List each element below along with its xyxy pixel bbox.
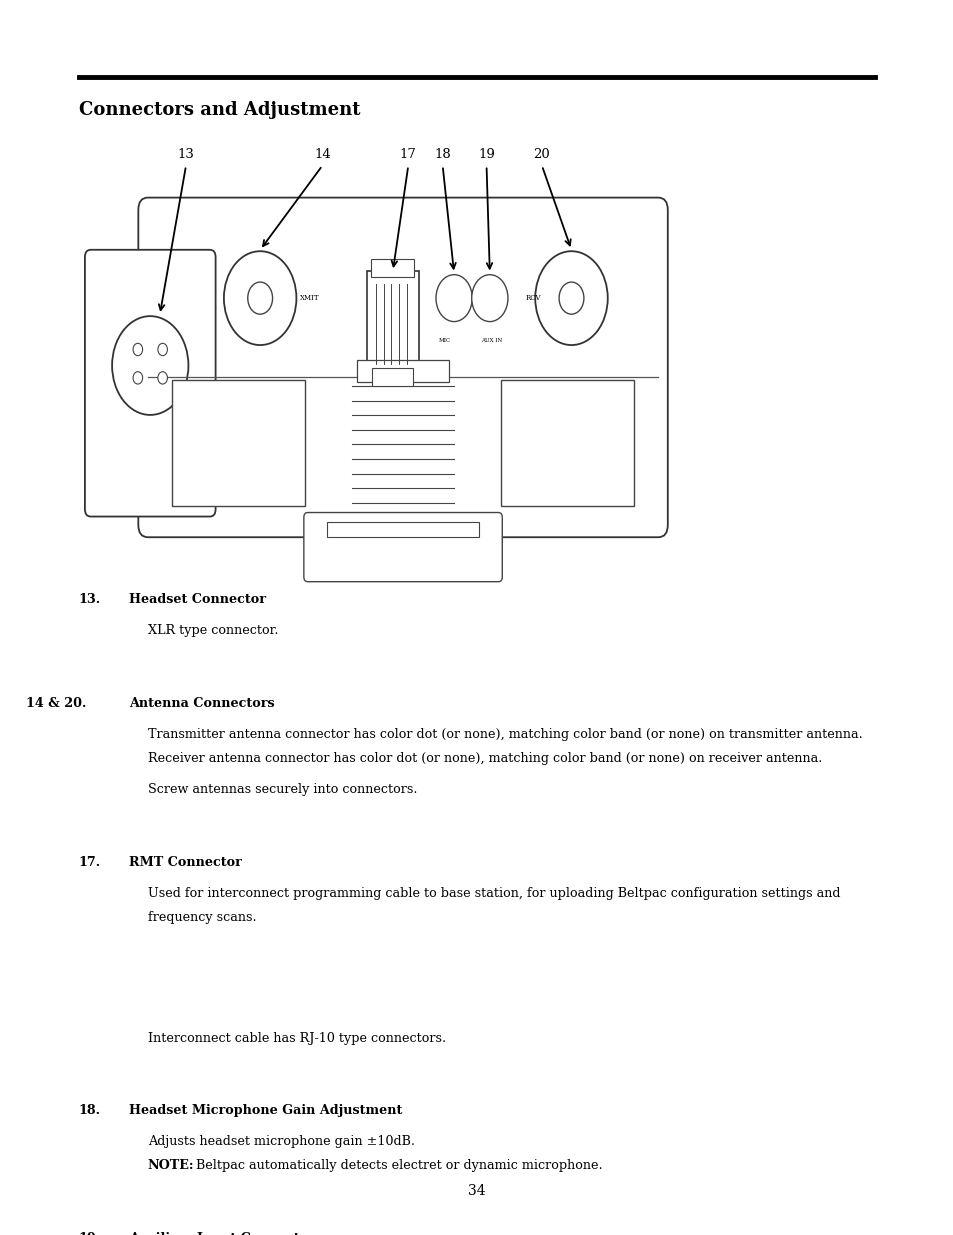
Text: 18.: 18. [78,1104,100,1118]
Circle shape [535,251,607,345]
Circle shape [471,274,507,321]
Text: XLR type connector.: XLR type connector. [148,624,278,637]
FancyBboxPatch shape [303,513,501,582]
Text: Used for interconnect programming cable to base station, for uploading Beltpac c: Used for interconnect programming cable … [148,887,840,900]
Text: 19.: 19. [78,1233,100,1235]
Text: AUX IN: AUX IN [480,337,502,342]
Circle shape [132,372,143,384]
Text: Screw antennas securely into connectors.: Screw antennas securely into connectors. [148,783,416,797]
Bar [356,361,449,383]
Bar [172,380,305,506]
Bar [372,368,413,387]
Text: XMIT: XMIT [300,294,319,303]
Circle shape [248,282,273,314]
Text: Headset Connector: Headset Connector [129,593,266,606]
Text: frequency scans.: frequency scans. [148,911,256,924]
Circle shape [132,343,143,356]
Text: Receiver antenna connector has color dot (or none), matching color band (or none: Receiver antenna connector has color dot… [148,752,821,764]
Text: 13: 13 [177,147,194,161]
Circle shape [157,343,168,356]
FancyBboxPatch shape [85,249,215,516]
Text: NOTE:: NOTE: [148,1160,194,1172]
Text: Antenna Connectors: Antenna Connectors [129,697,274,710]
Text: MIC: MIC [438,337,450,342]
FancyBboxPatch shape [138,198,667,537]
Bar [500,380,634,506]
Text: 20: 20 [533,147,550,161]
Text: Adjusts headset microphone gain ±10dB.: Adjusts headset microphone gain ±10dB. [148,1135,415,1149]
Bar [347,383,458,506]
Circle shape [112,316,189,415]
Bar [326,522,479,537]
Text: Transmitter antenna connector has color dot (or none), matching color band (or n: Transmitter antenna connector has color … [148,727,862,741]
Text: RMT Connector: RMT Connector [129,856,241,868]
Text: Connectors and Adjustment: Connectors and Adjustment [79,101,360,120]
Text: 17.: 17. [78,856,100,868]
Circle shape [224,251,296,345]
Text: Beltpac automatically detects electret or dynamic microphone.: Beltpac automatically detects electret o… [192,1160,601,1172]
Bar [371,259,414,278]
Circle shape [157,372,168,384]
Text: 13.: 13. [78,593,100,606]
Text: 17: 17 [399,147,416,161]
Text: 14: 14 [314,147,331,161]
Text: 19: 19 [477,147,495,161]
Bar [366,272,418,370]
Text: Headset Microphone Gain Adjustment: Headset Microphone Gain Adjustment [129,1104,402,1118]
Text: 34: 34 [468,1184,485,1198]
Circle shape [436,274,472,321]
Text: 14 & 20.: 14 & 20. [26,697,86,710]
Circle shape [558,282,583,314]
Text: 18: 18 [434,147,451,161]
Circle shape [254,424,275,451]
Text: Auxiliary Input Connector: Auxiliary Input Connector [129,1233,314,1235]
Text: RCV: RCV [525,294,540,303]
Text: Interconnect cable has RJ-10 type connectors.: Interconnect cable has RJ-10 type connec… [148,1031,446,1045]
